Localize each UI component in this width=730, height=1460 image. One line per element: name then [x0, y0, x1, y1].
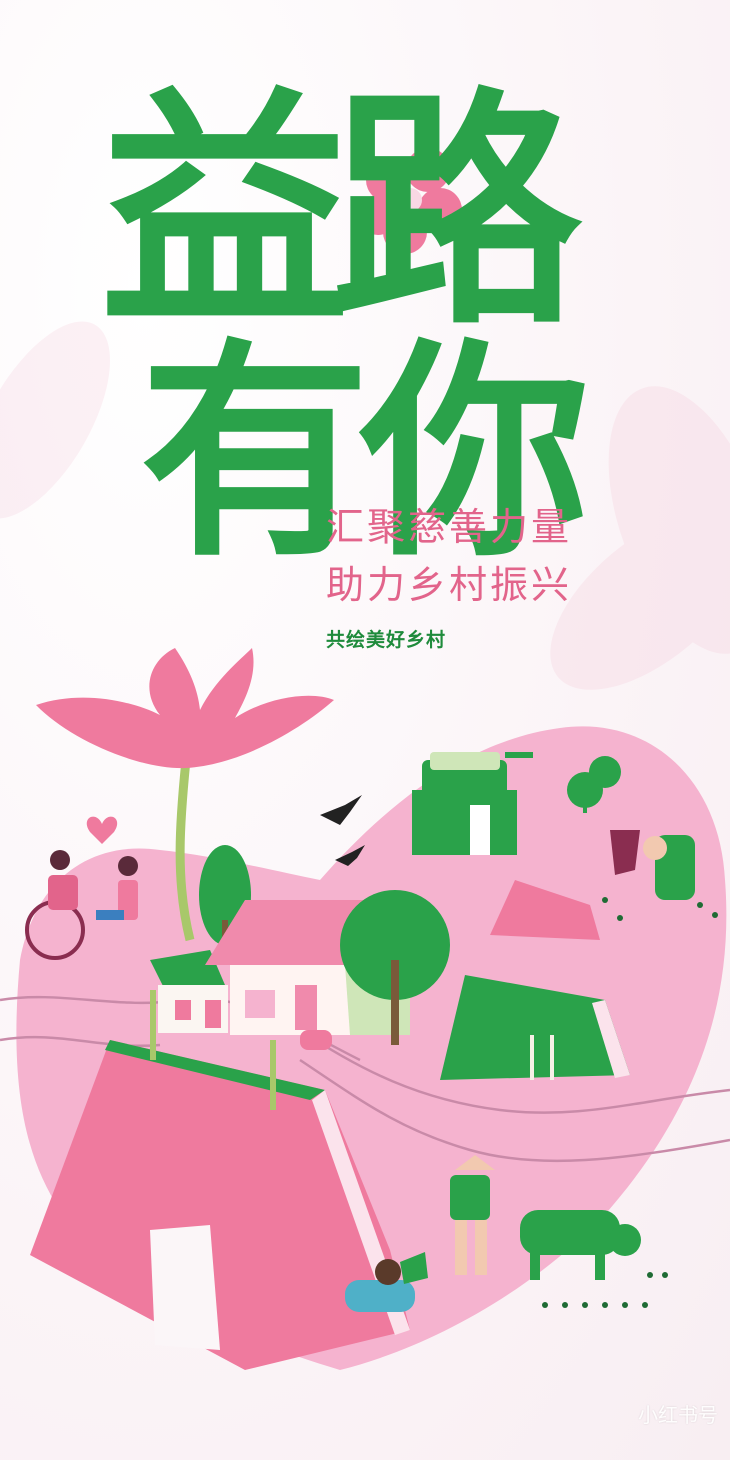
farmer-with-ox	[450, 1155, 641, 1280]
slogan-line1: 汇聚慈善力量	[326, 505, 573, 549]
water-cistern	[412, 752, 533, 855]
child-reading	[345, 1252, 428, 1312]
pink-flower-icon	[358, 148, 462, 254]
pink-small-book	[490, 880, 600, 940]
green-book	[440, 975, 630, 1080]
wheelchair-couple	[25, 816, 138, 960]
seedlings	[542, 897, 718, 1308]
title-line1: 益路	[100, 67, 582, 358]
pig	[300, 1030, 332, 1050]
slogan-line2: 助力乡村振兴	[326, 563, 573, 607]
background-flower-right	[550, 386, 730, 690]
watermark: 小红书号	[638, 1403, 718, 1427]
swallow-birds	[320, 795, 365, 866]
small-trees	[567, 756, 621, 813]
subtitle: 共绘美好乡村	[326, 629, 447, 651]
pink-book	[30, 990, 410, 1370]
background-flower-left	[0, 321, 110, 519]
tall-pink-flower	[36, 648, 334, 942]
tree-right	[340, 890, 450, 1045]
title-line2: 有你	[140, 321, 590, 588]
farmer-planting	[610, 830, 695, 900]
